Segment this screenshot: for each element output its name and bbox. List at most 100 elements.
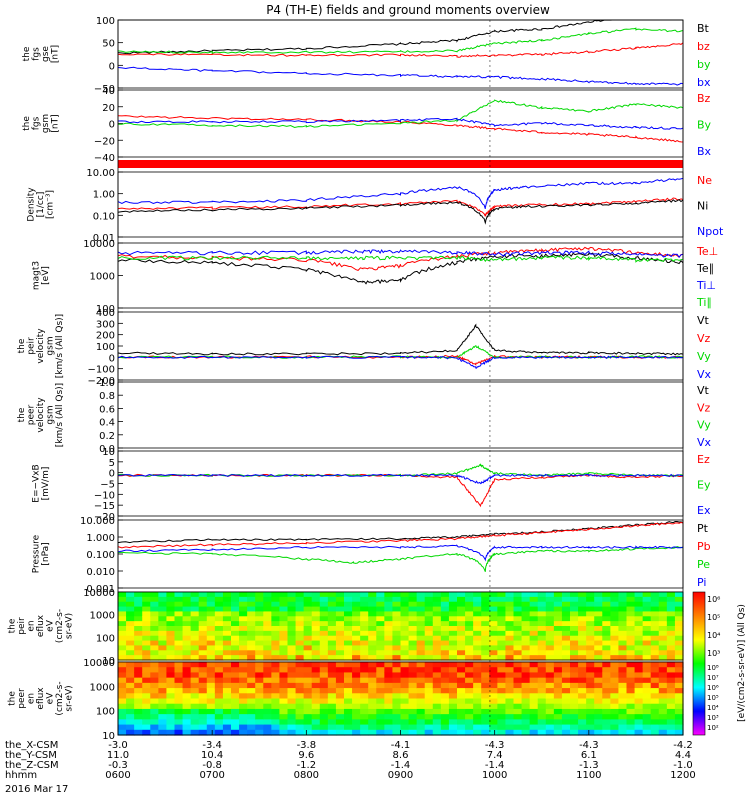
spectrogram-cell [271,630,281,637]
spectrogram-cell [255,698,264,705]
spectrogram-cell [327,708,337,715]
spectrogram-cell [352,703,361,710]
spectrogram-cell [481,662,490,668]
spectrogram-cell [134,616,143,622]
orbit-row-value: -0.8 [202,760,222,771]
spectrogram-cell [586,703,595,710]
spectrogram-cell [440,611,450,617]
spectrogram-cell [239,672,248,679]
spectrogram-cell [465,682,474,689]
spectrogram-cell [126,606,135,613]
spectrogram-cell [142,635,151,642]
spectrogram-cell [424,688,434,694]
spectrogram-cell [142,592,151,598]
spectrogram-cell [222,703,232,710]
spectrogram-cell [344,729,353,736]
spectrogram-cell [392,611,402,617]
spectrogram-cell [263,708,272,715]
spectrogram-cell [561,650,571,656]
spectrogram-cell [626,703,636,710]
spectrogram-cell [319,703,329,710]
spectrogram-cell [231,621,240,627]
spectrogram-cell [513,682,523,689]
spectrogram-cell [222,645,232,651]
spectrogram-cell [142,719,151,726]
spectrogram-cell [529,640,539,647]
spectrogram-cell [360,719,369,726]
spectrogram-cell [658,621,668,627]
y-axis-label: the peir velocity gsm [km/s (All Qs)] [17,314,65,378]
spectrogram-cell [376,724,385,731]
spectrogram-cell [360,677,369,684]
spectrogram-cell [457,662,466,668]
spectrogram-cell [134,662,143,668]
spectrogram-cell [214,650,224,656]
spectrogram-cell [457,714,466,720]
spectrogram-cell [271,698,281,705]
spectrogram-cell [271,688,281,694]
spectrogram-cell [287,719,297,726]
spectrogram-cell [150,672,159,679]
spectrogram-cell [319,621,329,627]
spectrogram-cell [344,601,353,608]
spectrogram-cell [368,662,377,668]
orbit-row-label: the_Y-CSM [5,750,57,761]
spectrogram-cell [602,592,611,598]
spectrogram-cell [521,626,531,632]
spectrogram-cell [126,650,135,656]
spectrogram-cell [158,703,168,710]
spectrogram-cell [489,729,498,736]
spectrogram-cell [400,708,410,715]
spectrogram-cell [513,645,523,651]
spectrogram-cell [327,677,337,684]
spectrogram-cell [198,662,208,668]
spectrogram-cell [448,630,458,637]
spectrogram-cell [602,611,611,617]
spectrogram-cell [497,708,507,715]
y-axis-label-line: peir [27,337,37,355]
spectrogram-cell [158,606,168,613]
spectrogram-cell [352,611,361,617]
spectrogram-cell [578,601,587,608]
spectrogram-cell [126,698,135,705]
spectrogram-cell [618,667,628,674]
spectrogram-cell [586,626,595,632]
spectrogram-cell [610,719,620,726]
spectrogram-cell [376,655,385,661]
spectrogram-cell [440,693,450,700]
spectrogram-cell [602,606,611,613]
spectrogram-cell [206,592,216,598]
spectrogram-cell [537,729,547,736]
spectrogram-cell [481,688,490,694]
spectrogram-cell [376,650,385,656]
spectrogram-cell [118,693,127,700]
spectrogram-cell [626,626,636,632]
spectrogram-cell [327,606,337,613]
spectrogram-cell [182,667,192,674]
y-axis-label-line: the [8,691,18,706]
spectrogram-cell [440,724,450,731]
spectrogram-cell [327,596,337,603]
spectrogram-cell [190,708,200,715]
spectrogram-cell [424,672,434,679]
spectrogram-cell [344,645,353,651]
spectrogram-cell [239,693,248,700]
spectrogram-cell [400,724,410,731]
orbit-row-value: 7.4 [487,750,503,761]
spectrogram-cell [666,606,676,613]
spectrogram-cell [400,667,410,674]
spectrogram-cell [545,655,555,661]
spectrogram-cell [424,698,434,705]
spectrogram-cell [344,698,353,705]
spectrogram-cell [118,645,127,651]
spectrogram-cell [408,672,418,679]
spectrogram-cell [287,682,297,689]
spectrogram-cell [505,698,515,705]
spectrogram-cell [166,626,176,632]
spectrogram-cell [424,703,434,710]
legend-entry: Ne [697,174,712,187]
spectrogram-cell [255,672,264,679]
spectrogram-cell [553,667,563,674]
spectrogram-cell [214,645,224,651]
spectrogram-cell [521,693,531,700]
